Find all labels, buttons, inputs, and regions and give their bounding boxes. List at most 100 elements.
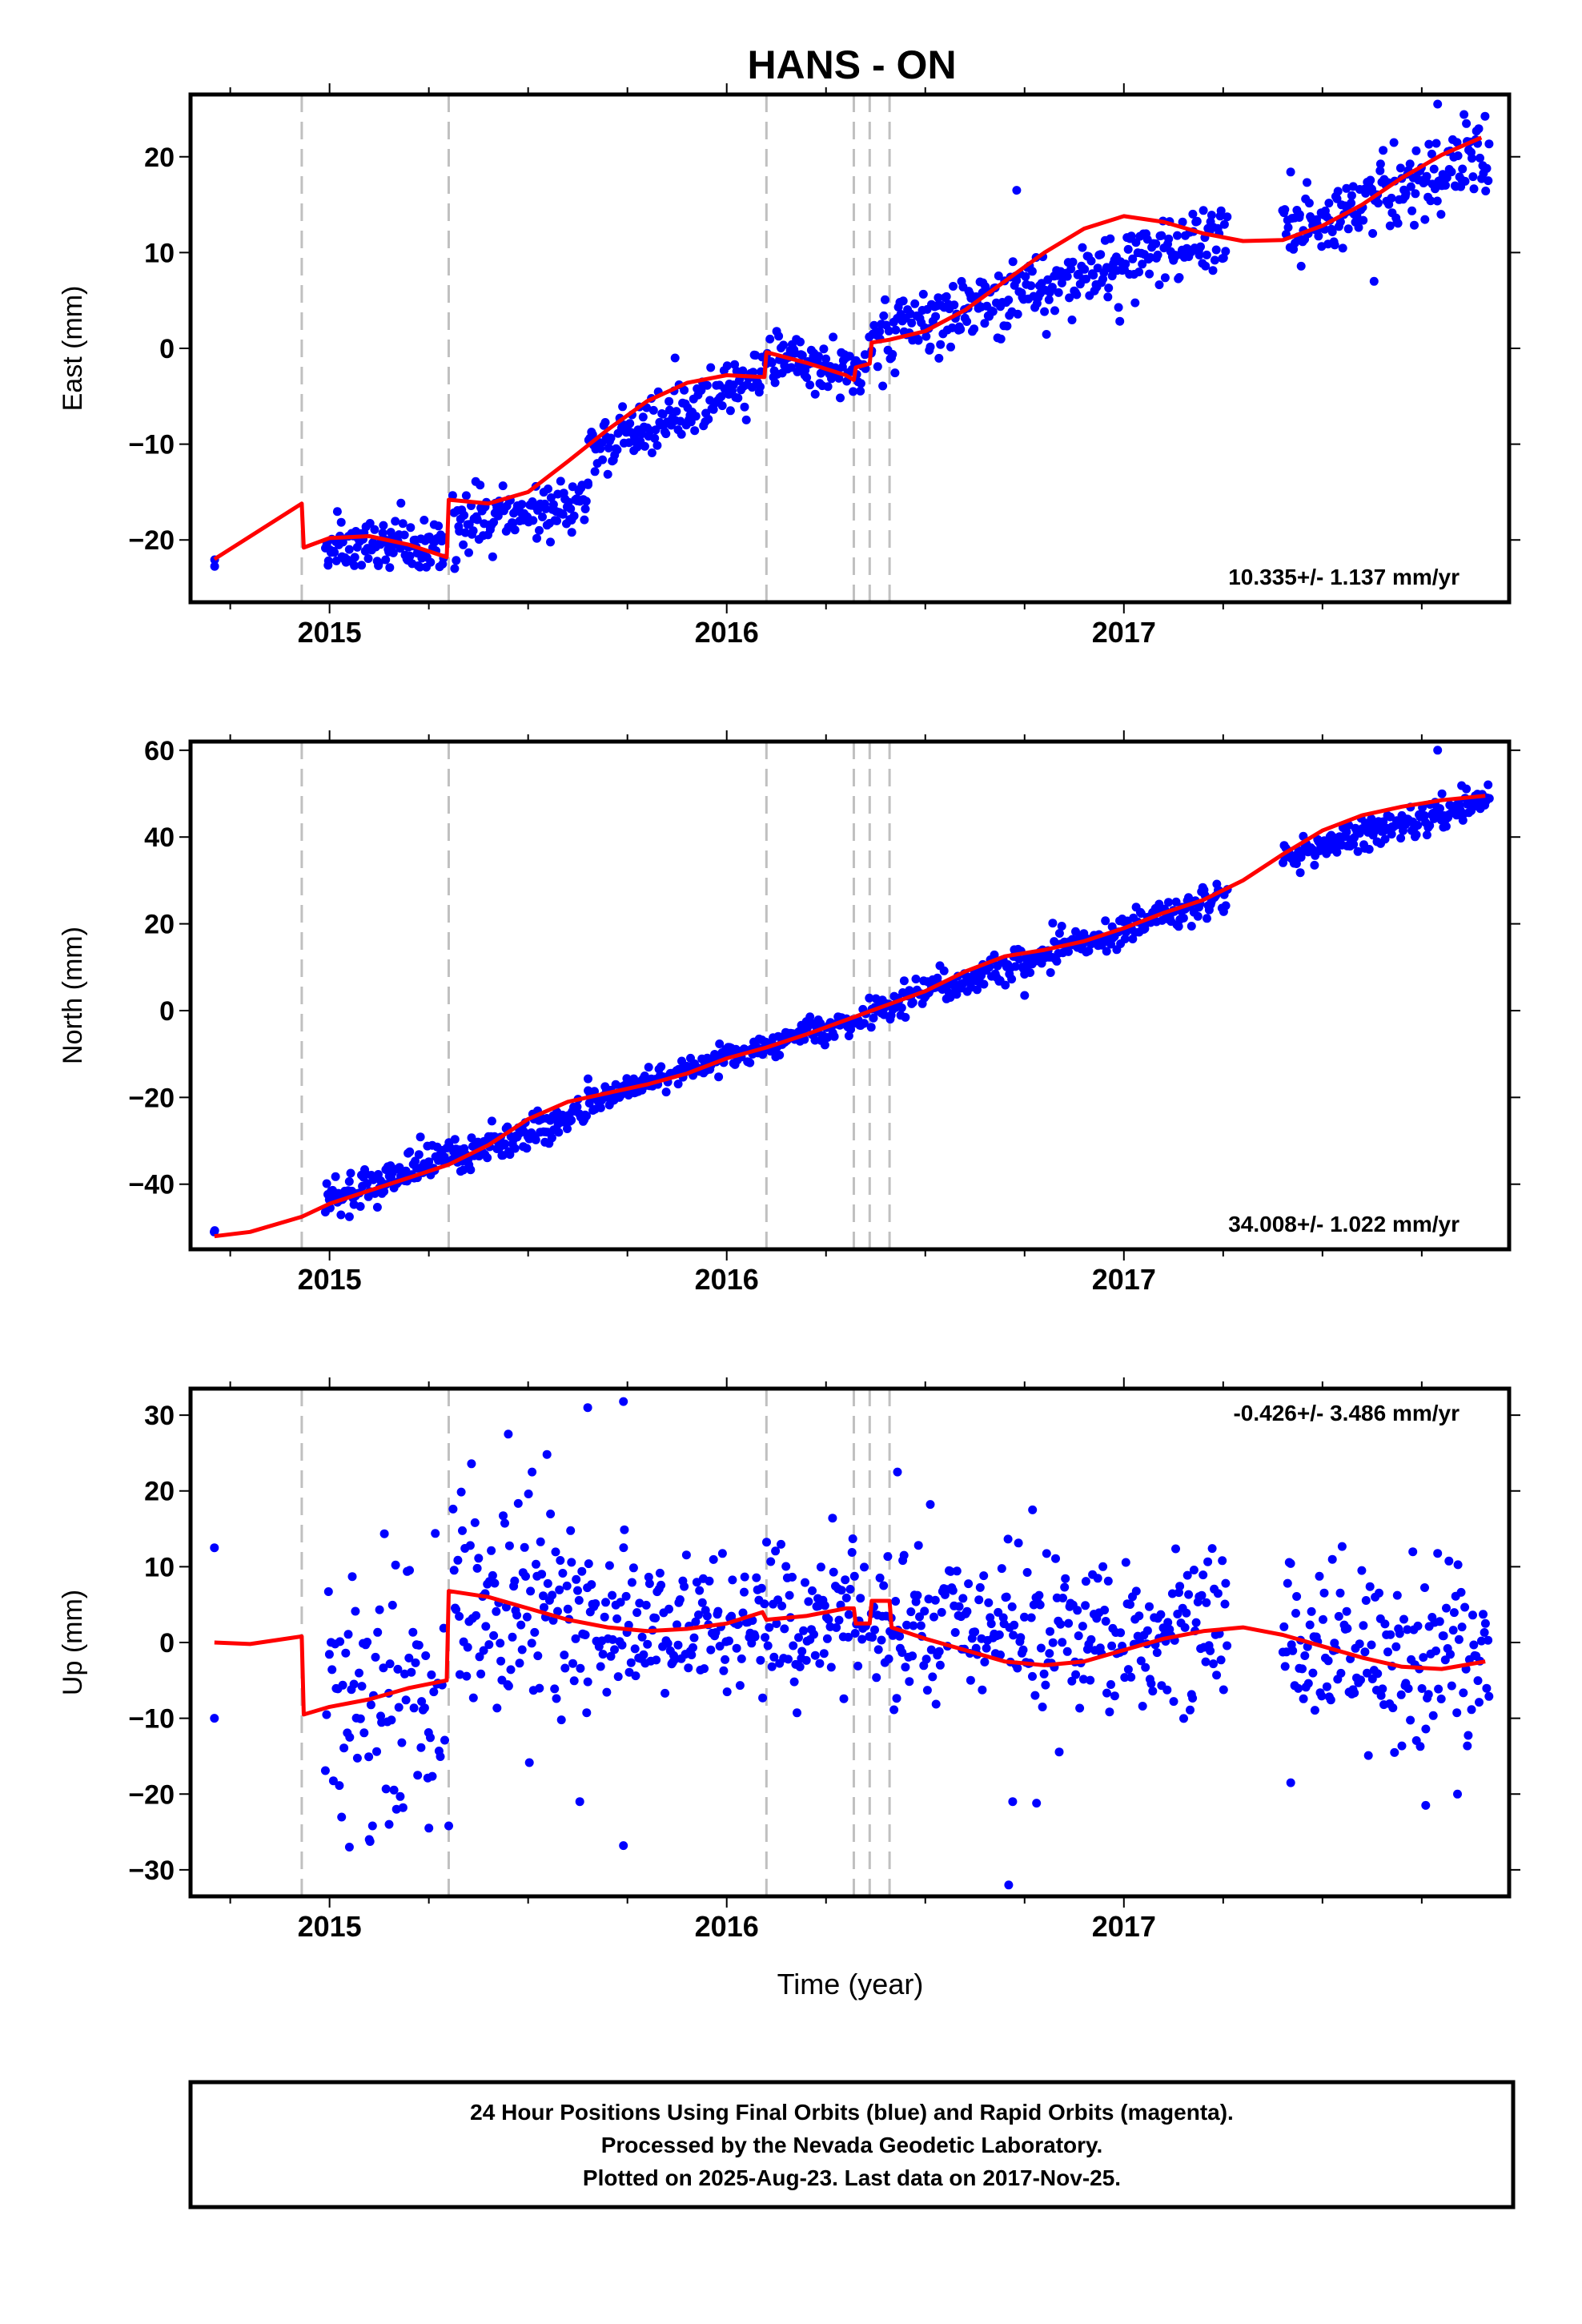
data-point — [619, 1841, 628, 1851]
data-point — [1216, 206, 1226, 215]
data-point — [897, 1648, 907, 1657]
data-point — [893, 1467, 902, 1477]
data-point — [765, 1622, 774, 1632]
data-point — [1016, 1633, 1026, 1642]
data-point — [1188, 1694, 1198, 1703]
data-point — [381, 1784, 391, 1794]
data-point — [426, 1733, 435, 1743]
data-point — [801, 1655, 811, 1665]
data-point — [1173, 231, 1182, 240]
data-point — [1039, 1669, 1049, 1679]
data-point — [608, 1590, 617, 1600]
data-point — [493, 511, 503, 521]
data-point — [1014, 1538, 1023, 1548]
data-point — [834, 1615, 844, 1625]
data-point — [1065, 293, 1074, 303]
data-point — [640, 1072, 649, 1080]
data-point — [1396, 1690, 1406, 1699]
data-point — [1319, 1614, 1327, 1624]
data-point — [556, 1715, 566, 1725]
data-point — [1439, 1631, 1448, 1641]
y-axis-label: Up (mm) — [58, 1590, 88, 1695]
data-point — [920, 1606, 930, 1616]
data-point — [577, 1566, 587, 1576]
data-point — [1482, 1683, 1492, 1693]
data-point — [916, 1621, 926, 1630]
x-tick-label: 2016 — [695, 1263, 759, 1296]
data-point — [706, 1645, 716, 1655]
data-point — [1064, 947, 1073, 956]
data-point — [1380, 1619, 1390, 1629]
data-point — [779, 340, 789, 350]
data-point — [1014, 955, 1024, 963]
data-point — [1308, 1668, 1318, 1678]
data-point — [820, 1601, 829, 1610]
data-point — [1423, 1690, 1433, 1699]
data-point — [689, 1642, 697, 1652]
data-point — [1054, 1747, 1064, 1757]
x-tick-label: 2016 — [695, 1910, 759, 1943]
data-point — [879, 311, 889, 320]
data-point — [1078, 1622, 1087, 1631]
data-point — [996, 1651, 1005, 1659]
data-point — [1314, 231, 1323, 241]
data-point — [504, 1429, 513, 1439]
data-point — [344, 1843, 354, 1852]
data-point — [408, 1627, 418, 1637]
data-point — [1051, 1554, 1060, 1563]
data-point — [1138, 1702, 1147, 1711]
data-point — [901, 1012, 910, 1022]
data-point — [875, 327, 885, 336]
data-point — [829, 332, 838, 342]
data-point — [687, 1651, 697, 1659]
data-point — [532, 1559, 540, 1569]
data-point — [1473, 1676, 1483, 1686]
data-point — [428, 1771, 437, 1781]
data-point — [450, 564, 460, 573]
data-point — [909, 1621, 918, 1630]
y-tick-label: −10 — [128, 1704, 175, 1735]
data-point — [815, 1659, 825, 1668]
data-point — [1367, 814, 1376, 823]
data-point — [538, 513, 547, 521]
data-point — [966, 1675, 975, 1685]
data-point — [1045, 1649, 1054, 1659]
data-point — [1386, 1630, 1395, 1639]
data-point — [1153, 250, 1162, 259]
data-point — [1484, 780, 1493, 790]
data-point — [978, 1685, 987, 1695]
data-point — [573, 1586, 582, 1595]
data-point — [883, 1552, 893, 1562]
data-point — [413, 1771, 423, 1780]
data-point — [1420, 1583, 1429, 1592]
data-point — [1279, 1622, 1289, 1631]
data-point — [1009, 1630, 1018, 1640]
data-point — [970, 1627, 980, 1637]
data-point — [370, 525, 379, 534]
data-point — [650, 433, 660, 443]
data-point — [1202, 250, 1211, 259]
data-point — [1475, 1698, 1484, 1707]
data-point — [1447, 167, 1456, 177]
data-point — [459, 1165, 468, 1175]
data-point — [1196, 242, 1205, 251]
data-point — [1310, 860, 1319, 870]
data-point — [512, 1610, 522, 1620]
data-point — [550, 1684, 560, 1694]
data-point — [1383, 1647, 1392, 1657]
data-point — [1291, 859, 1301, 868]
data-point — [1007, 975, 1017, 984]
data-point — [850, 1629, 860, 1638]
data-point — [1444, 1556, 1454, 1566]
data-point — [760, 1599, 769, 1609]
model-fit-line — [213, 135, 1483, 561]
data-point — [1162, 1685, 1172, 1695]
data-point — [414, 1150, 424, 1160]
data-point — [210, 1543, 219, 1553]
data-point — [566, 504, 576, 513]
caption-line-1: 24 Hour Positions Using Final Orbits (bl… — [470, 2100, 1234, 2125]
x-tick-label: 2017 — [1092, 616, 1156, 649]
data-point — [1406, 1715, 1415, 1725]
data-point — [1368, 229, 1378, 238]
data-point — [560, 1663, 570, 1673]
